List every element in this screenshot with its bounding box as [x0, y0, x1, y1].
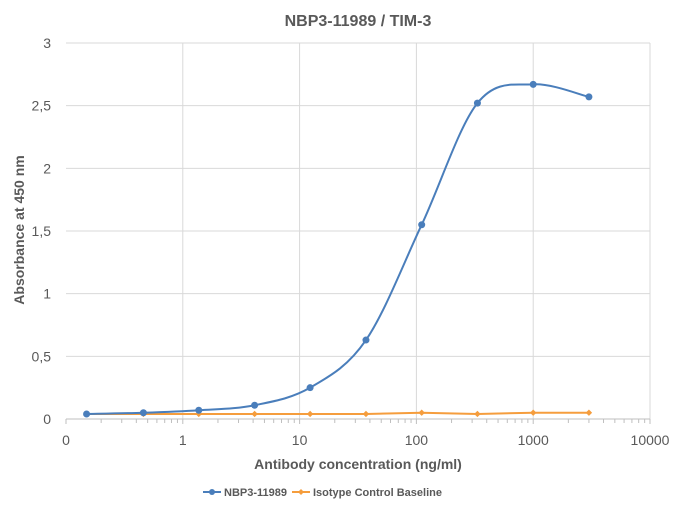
data-point-isotype-control-baseline	[362, 410, 370, 418]
series-line-isotype-control-baseline	[86, 411, 589, 415]
data-point-nbp3-11989	[418, 221, 426, 229]
legend: NBP3-11989 Isotype Control Baseline	[203, 487, 442, 499]
x-tick-label: 100	[405, 432, 429, 448]
x-axis-title: Antibody concentration (ng/ml)	[254, 456, 462, 472]
data-point-isotype-control-baseline	[530, 409, 537, 416]
legend-swatch-marker	[298, 489, 304, 495]
data-point-nbp3-11989	[473, 99, 481, 107]
x-tick-label: 1	[179, 432, 187, 448]
y-tick-label: 0	[43, 411, 51, 427]
data-point-nbp3-11989	[362, 336, 370, 344]
data-point-isotype-control-baseline	[306, 410, 314, 418]
data-point-isotype-control-baseline	[474, 410, 481, 418]
series-layer	[83, 80, 593, 418]
data-point-nbp3-11989	[139, 409, 147, 417]
x-tick-label: 10	[292, 432, 308, 448]
y-tick-label: 1	[43, 286, 51, 302]
data-point-nbp3-11989	[251, 401, 259, 409]
data-point-nbp3-11989	[529, 80, 537, 88]
legend-item-isotype-control-baseline: Isotype Control Baseline	[292, 487, 442, 499]
y-tick-label: 2	[43, 160, 51, 176]
data-point-nbp3-11989	[195, 406, 203, 414]
x-tick-label: 10000	[631, 432, 670, 448]
data-point-nbp3-11989	[306, 384, 314, 392]
data-point-isotype-control-baseline	[418, 409, 425, 416]
chart-title: NBP3-11989 / TIM-3	[285, 13, 432, 30]
legend-swatch-marker	[209, 489, 215, 495]
legend-item-nbp3-11989: NBP3-11989	[203, 487, 287, 499]
grid	[66, 42, 651, 419]
data-point-nbp3-11989	[83, 410, 91, 418]
data-point-isotype-control-baseline	[585, 409, 593, 416]
data-point-isotype-control-baseline	[251, 410, 258, 418]
x-tick-label: 0	[62, 432, 70, 448]
y-tick-label: 0,5	[32, 348, 52, 364]
y-tick-label: 1,5	[32, 223, 52, 239]
y-axis-title: Absorbance at 450 nm	[11, 155, 27, 304]
data-point-nbp3-11989	[585, 93, 593, 101]
axes	[65, 418, 651, 424]
y-tick-label: 3	[43, 35, 51, 51]
legend-label: NBP3-11989	[224, 487, 287, 499]
series-nbp3-11989	[83, 80, 593, 418]
tick-labels: 0 0,5 1 1,5 2 2,5 3 0 1 10 100 1000 10000	[32, 35, 670, 448]
x-tick-label: 1000	[518, 432, 549, 448]
y-tick-label: 2,5	[32, 98, 52, 114]
legend-label: Isotype Control Baseline	[313, 487, 442, 499]
